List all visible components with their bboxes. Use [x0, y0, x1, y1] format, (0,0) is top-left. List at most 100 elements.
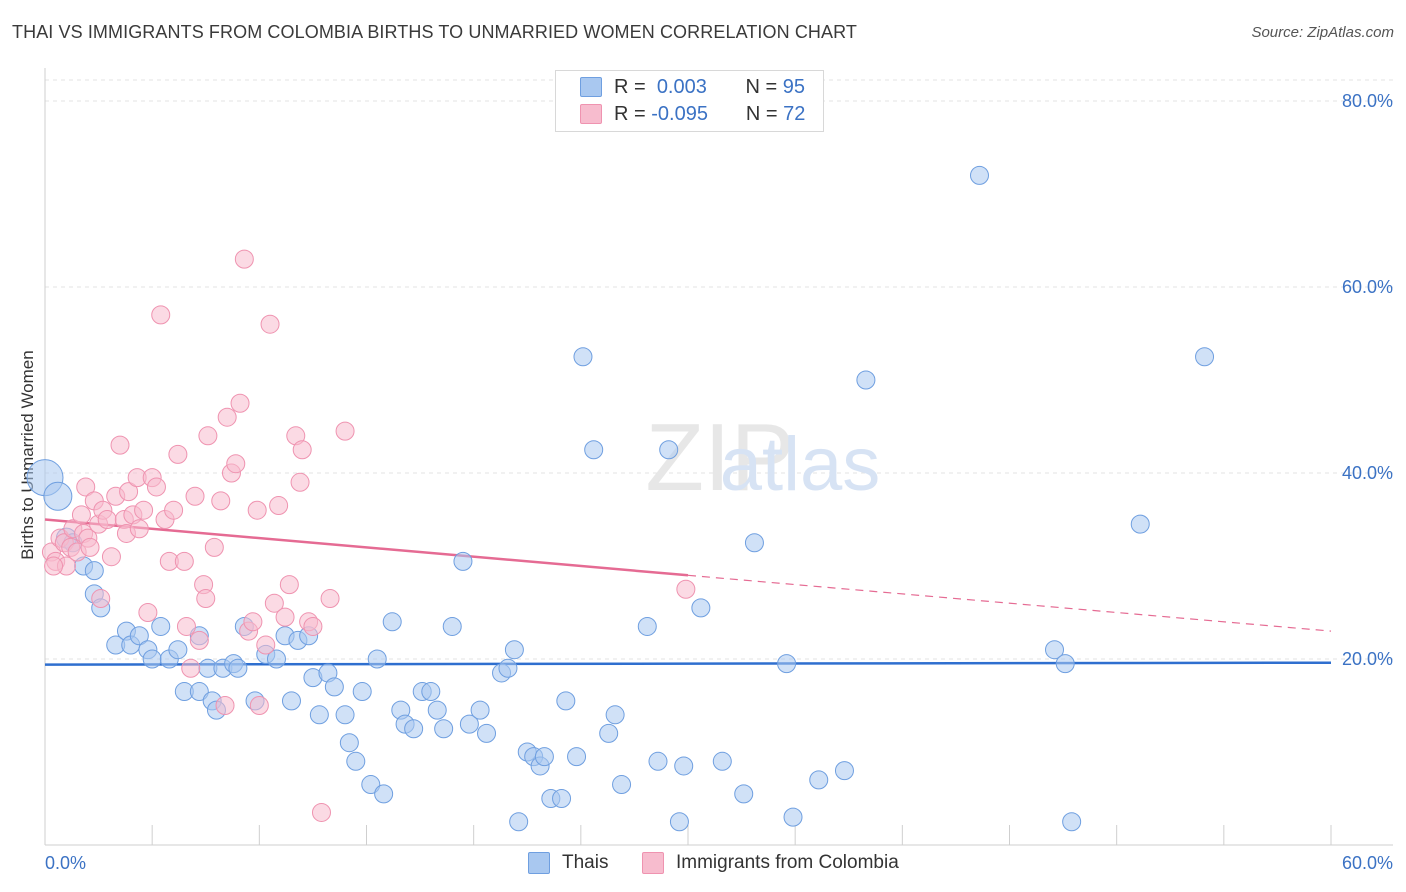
point-colombia — [110, 435, 130, 455]
tick-labels: 20.0% 40.0% 60.0% 80.0% 0.0% 60.0% — [45, 91, 1393, 873]
legend-label-colombia: Immigrants from Colombia — [676, 852, 899, 873]
legend-r-label: R = — [614, 102, 646, 125]
legend-item-thais[interactable]: Thais — [528, 852, 608, 874]
point-thais — [309, 705, 329, 725]
point-colombia — [320, 589, 340, 609]
point-colombia — [275, 607, 295, 627]
legend-row-colombia: R = -0.095 N = 72 — [580, 101, 805, 127]
point-colombia — [290, 472, 310, 492]
x-tick-label: 0.0% — [45, 853, 86, 873]
point-thais — [266, 649, 286, 669]
point-colombia — [174, 551, 194, 571]
point-thais — [1055, 654, 1075, 674]
point-colombia — [292, 440, 312, 460]
point-thais — [228, 658, 248, 678]
point-colombia — [226, 454, 246, 474]
point-thais — [324, 677, 344, 697]
y-tick-label: 40.0% — [1342, 463, 1393, 483]
legend-swatch-thais — [528, 852, 550, 874]
point-thais — [552, 789, 572, 808]
point-thais — [744, 533, 764, 553]
point-colombia — [91, 589, 111, 609]
point-thais — [648, 751, 668, 771]
point-thais — [504, 640, 524, 660]
series-colombia — [41, 249, 696, 822]
point-colombia — [151, 305, 171, 325]
data-points — [26, 165, 1215, 832]
point-colombia — [247, 500, 267, 520]
point-colombia — [97, 510, 117, 529]
source-label: Source: ZipAtlas.com — [1251, 24, 1394, 41]
point-thais — [1045, 640, 1065, 660]
point-colombia — [44, 556, 64, 576]
point-thais — [712, 751, 732, 771]
point-thais — [1062, 812, 1082, 832]
point-colombia — [119, 482, 139, 502]
point-thais — [584, 440, 604, 460]
trend-line-colombia-extension — [687, 574, 1332, 632]
point-thais — [346, 751, 366, 771]
point-colombia — [76, 477, 96, 497]
legend-n-value: 72 — [783, 102, 806, 125]
point-colombia — [279, 575, 299, 595]
point-thais — [189, 682, 209, 702]
legend-swatch-colombia — [580, 104, 602, 124]
point-colombia — [80, 537, 100, 557]
point-thais — [856, 370, 876, 390]
legend-n-label: N = — [745, 75, 778, 98]
y-tick-label: 60.0% — [1342, 277, 1393, 297]
axes — [44, 68, 1393, 846]
point-thais — [442, 616, 462, 636]
point-colombia — [211, 491, 231, 511]
point-thais — [573, 347, 593, 367]
point-thais — [43, 481, 73, 511]
point-thais — [498, 658, 518, 678]
point-thais — [367, 649, 387, 669]
point-colombia — [129, 519, 149, 539]
chart-title: THAI VS IMMIGRANTS FROM COLOMBIA BIRTHS … — [12, 22, 858, 42]
point-thais — [1130, 514, 1150, 534]
point-thais — [281, 691, 301, 711]
point-thais — [151, 616, 171, 636]
point-colombia — [260, 314, 280, 334]
point-thais — [421, 682, 441, 702]
point-colombia — [198, 426, 218, 446]
trend-lines — [44, 518, 1332, 666]
trend-line-colombia — [44, 518, 689, 577]
point-thais — [605, 705, 625, 725]
watermark-atlas: atlas — [720, 422, 881, 507]
point-colombia — [189, 630, 209, 650]
grid-lines — [45, 79, 1393, 660]
point-colombia — [676, 579, 696, 599]
point-thais — [534, 747, 554, 767]
point-thais — [669, 812, 689, 832]
point-colombia — [215, 696, 235, 715]
y-tick-label: 20.0% — [1342, 649, 1393, 669]
point-colombia — [249, 696, 269, 715]
point-thais — [809, 770, 829, 790]
point-thais — [612, 775, 632, 795]
point-colombia — [264, 593, 284, 613]
legend-r-value: 0.003 — [656, 75, 707, 98]
point-thais — [1195, 347, 1215, 367]
point-thais — [427, 700, 447, 720]
point-thais — [361, 775, 381, 795]
point-thais — [459, 714, 479, 734]
point-colombia — [138, 603, 158, 622]
point-colombia — [311, 802, 331, 822]
legend-label-thais: Thais — [562, 852, 609, 873]
point-colombia — [256, 635, 276, 655]
point-thais — [470, 700, 490, 720]
point-thais — [129, 626, 149, 646]
point-thais — [374, 784, 394, 804]
point-thais — [404, 719, 424, 739]
point-thais — [969, 165, 989, 185]
series-thais — [26, 165, 1215, 832]
point-thais — [674, 756, 694, 776]
y-tick-label: 80.0% — [1342, 91, 1393, 111]
point-thais — [509, 812, 529, 832]
trend-line-thais — [44, 661, 1332, 666]
legend-item-colombia[interactable]: Immigrants from Colombia — [642, 852, 899, 874]
point-colombia — [185, 486, 205, 506]
point-colombia — [146, 477, 166, 497]
